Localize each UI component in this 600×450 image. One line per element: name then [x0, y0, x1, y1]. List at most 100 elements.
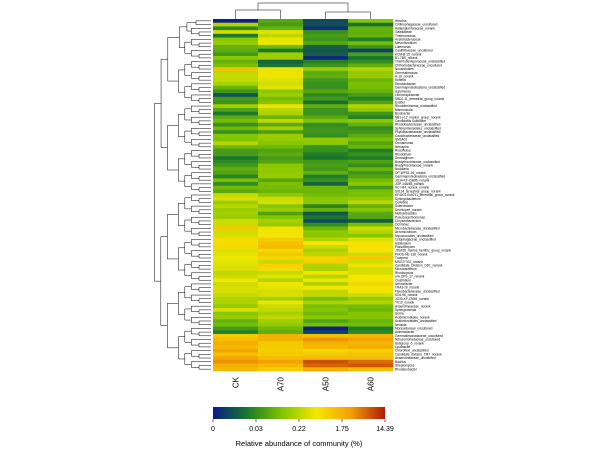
row-label: Agromyces	[395, 89, 411, 93]
heatmap-cell	[348, 248, 394, 253]
heatmap-cell	[348, 126, 394, 131]
row-label: Pseudoxanthomonas	[395, 215, 425, 219]
dendrogram-branch	[184, 64, 192, 76]
heatmap-cell	[258, 174, 304, 179]
row-label: Candidate_Division_OD1_norank	[395, 264, 443, 268]
heatmap-cell	[303, 367, 349, 372]
heatmap-cell	[258, 248, 304, 253]
row-label: Bradyrhizobiaceae_norank	[395, 163, 433, 167]
heatmap-cell	[258, 122, 304, 127]
heatmap-cell	[303, 122, 349, 127]
row-label: NB1-j-12_marine_group_norank	[395, 115, 441, 119]
heatmap-cell	[303, 148, 349, 153]
heatmap-cell	[258, 245, 304, 250]
heatmap-cell	[303, 100, 349, 105]
heatmap-cell	[258, 230, 304, 235]
heatmap-cell	[303, 204, 349, 209]
heatmap-cell	[258, 170, 304, 175]
heatmap-cell	[258, 93, 304, 98]
heatmap-cell	[213, 230, 259, 235]
heatmap-cell	[213, 196, 259, 201]
heatmap-cell	[213, 144, 259, 149]
row-label: Gammaproteobacteria_unclassified	[395, 86, 445, 90]
heatmap-cell	[213, 30, 259, 35]
row-label: Dechloperi_norank	[395, 208, 422, 212]
dendrogram-branch	[198, 298, 211, 303]
heatmap-cell	[258, 107, 304, 112]
heatmap-cell	[348, 319, 394, 324]
heatmap-cell	[303, 345, 349, 350]
heatmap-cell	[213, 67, 259, 72]
heatmap-cell	[303, 341, 349, 346]
dendrogram-branch	[198, 176, 211, 181]
dendrogram-branch	[198, 231, 211, 237]
heatmap-cell	[213, 293, 259, 298]
heatmap-cell	[303, 67, 349, 72]
heatmap-cell	[213, 270, 259, 275]
dendrogram-branch	[198, 365, 211, 370]
heatmap-cell	[303, 96, 349, 101]
row-label: Ensifer	[395, 100, 406, 104]
heatmap-cell	[213, 245, 259, 250]
heatmap-cell	[258, 241, 304, 246]
heatmap-cell	[303, 81, 349, 86]
heatmap-cell	[348, 59, 394, 64]
row-label: Methylobacillus	[395, 212, 417, 216]
row-label: Lechnospiraceae	[395, 93, 420, 97]
heatmap-cell	[213, 226, 259, 231]
heatmap-cell	[258, 345, 304, 350]
heatmap-cell	[213, 322, 259, 327]
heatmap-cell	[258, 67, 304, 72]
row-label: Chthoniobacteraceae_uncultured	[395, 63, 442, 67]
heatmap-cell	[258, 211, 304, 216]
dendrogram-branch	[198, 276, 211, 281]
heatmap-cell	[348, 44, 394, 49]
heatmap-cell	[258, 144, 304, 149]
heatmap-cell	[213, 367, 259, 372]
heatmap-cell	[258, 222, 304, 227]
heatmap-cell	[348, 222, 394, 227]
heatmap-cell	[303, 219, 349, 224]
heatmap-cell	[213, 63, 259, 68]
heatmap-cell	[213, 263, 259, 268]
heatmap-cell	[213, 52, 259, 57]
dendrogram-branch	[178, 114, 185, 137]
heatmap-cell	[348, 159, 394, 164]
dendrogram-branch	[178, 247, 185, 271]
heatmap-cell	[258, 267, 304, 272]
heatmap-cell	[258, 196, 304, 201]
row-label: Siderobacter	[395, 204, 414, 208]
row-label: Hirschia	[395, 19, 407, 23]
heatmap-cell	[258, 33, 304, 38]
dendrogram-branch	[198, 153, 211, 159]
heatmap-cell	[213, 56, 259, 61]
heatmap-cell	[213, 200, 259, 205]
heatmap-cell	[213, 274, 259, 279]
heatmap-cell	[258, 252, 304, 257]
heatmap-cell	[213, 252, 259, 257]
heatmap-cell	[258, 133, 304, 138]
heatmap-cell	[303, 200, 349, 205]
row-label: B1-7BS_norank	[395, 56, 418, 60]
heatmap-cell	[303, 226, 349, 231]
heatmap-cell	[348, 289, 394, 294]
heatmap-cell	[258, 156, 304, 161]
row-label: Phyllobacteriaceae_unclassified	[395, 130, 441, 134]
heatmap-cell	[213, 256, 259, 261]
heatmap-cell	[303, 293, 349, 298]
dendrogram-branch	[198, 320, 211, 325]
heatmap-cell	[258, 237, 304, 242]
heatmap-cell	[213, 93, 259, 98]
heatmap-cell	[303, 59, 349, 64]
heatmap-cell	[348, 200, 394, 205]
dendrogram-branch	[184, 130, 192, 143]
heatmap-cell	[258, 59, 304, 64]
heatmap-cell	[303, 267, 349, 272]
heatmap-cell	[348, 308, 394, 313]
dendrogram-branch	[198, 354, 211, 359]
heatmap-cell	[348, 67, 394, 72]
heatmap-cell	[213, 74, 259, 79]
heatmap-cell	[213, 341, 259, 346]
heatmap-cell	[303, 174, 349, 179]
